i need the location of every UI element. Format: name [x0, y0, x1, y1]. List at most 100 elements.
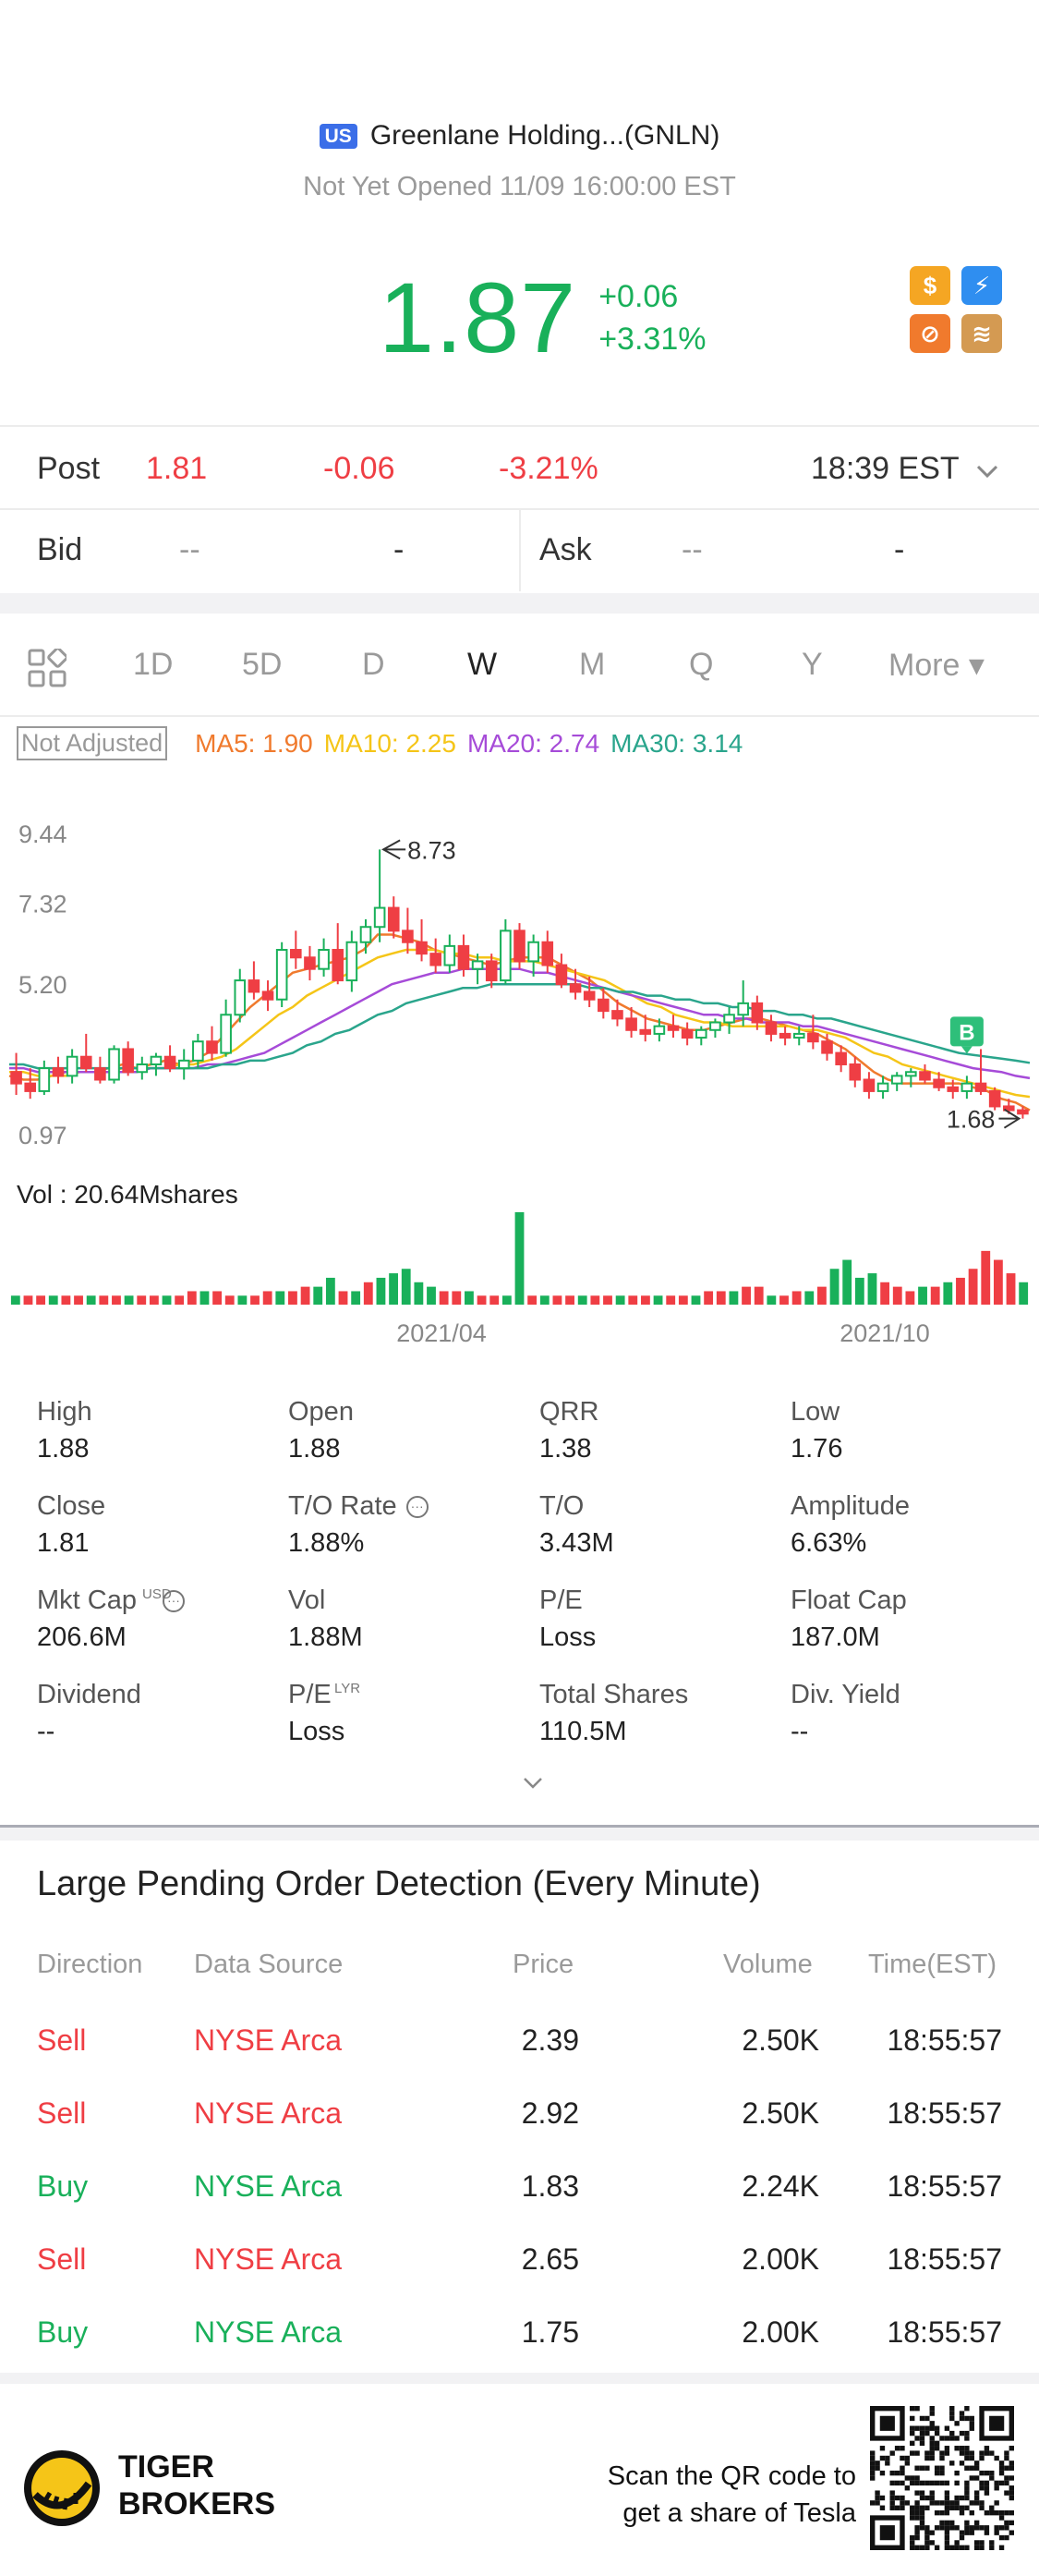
- adjust-toggle[interactable]: Not Adjusted: [17, 726, 168, 760]
- qr-module: [944, 2520, 950, 2526]
- qr-module: [894, 2480, 900, 2486]
- volume-bar: [300, 1286, 310, 1305]
- layers-icon[interactable]: ≋: [961, 314, 1002, 353]
- qr-module: [959, 2534, 965, 2541]
- tab-y[interactable]: Y: [802, 647, 823, 682]
- qr-module: [964, 2520, 970, 2526]
- volume-bar: [137, 1295, 147, 1305]
- qr-module: [894, 2446, 900, 2451]
- dollar-icon[interactable]: $: [910, 266, 950, 305]
- qr-module: [994, 2500, 999, 2506]
- order-source: NYSE Arca: [194, 2315, 343, 2349]
- lightning-icon[interactable]: ⚡: [961, 266, 1002, 305]
- qr-module: [889, 2480, 895, 2486]
- qr-module: [934, 2470, 940, 2476]
- qr-module: [919, 2520, 925, 2526]
- qr-module: [914, 2509, 920, 2516]
- order-price: 2.92: [521, 2096, 579, 2130]
- qr-module: [1009, 2509, 1014, 2516]
- candle-body: [779, 1032, 791, 1039]
- candle-body: [457, 944, 470, 970]
- feature-badges: $ ⚡ ⊘ ≋: [910, 266, 1004, 353]
- ma30-value: MA30: 3.14: [610, 728, 743, 758]
- info-icon[interactable]: ···: [162, 1590, 185, 1613]
- order-row: Sell NYSE Arca 2.65 2.00K 18:55:57: [0, 2235, 1039, 2307]
- qr-module: [984, 2490, 990, 2496]
- layout-grid-icon[interactable]: [28, 649, 66, 687]
- qr-module: [1009, 2475, 1014, 2481]
- qr-module: [924, 2425, 930, 2431]
- qr-module: [914, 2505, 920, 2510]
- candle-body: [345, 941, 358, 982]
- qr-module: [964, 2545, 970, 2550]
- qr-module: [929, 2530, 935, 2535]
- change-column: +0.06 +3.31%: [598, 275, 706, 360]
- stat-label: Total Shares: [539, 1680, 689, 1709]
- info-icon[interactable]: ···: [405, 1496, 429, 1519]
- stat-value: 187.0M: [791, 1622, 880, 1652]
- volume-label: Vol : 20.64Mshares: [17, 1180, 238, 1209]
- stat-value: 1.81: [37, 1528, 90, 1558]
- tab-more[interactable]: More ▾: [888, 648, 985, 683]
- qr-module: [949, 2436, 955, 2441]
- qr-module: [914, 2525, 920, 2531]
- tab-1d[interactable]: 1D: [133, 647, 174, 682]
- qr-finder-core: [879, 2415, 895, 2431]
- volume-bar: [477, 1295, 487, 1305]
- qr-module: [954, 2545, 960, 2550]
- tab-w[interactable]: W: [467, 647, 498, 682]
- qr-module: [914, 2545, 920, 2550]
- col-data-source: Data Source: [194, 1950, 344, 1979]
- kline-chart-svg[interactable]: 9.44 7.32 5.20 0.97 8.73 1.68 B Vol : 20.64Msha…: [0, 795, 1039, 1367]
- stat-qrr: QRR 1.38: [539, 1393, 791, 1467]
- candle-body: [835, 1051, 847, 1065]
- qr-module: [929, 2455, 935, 2461]
- order-direction: Sell: [37, 2023, 87, 2057]
- candle-body: [359, 926, 372, 943]
- qr-module: [910, 2534, 915, 2541]
- kline-chart[interactable]: 9.44 7.32 5.20 0.97 8.73 1.68 B Vol : 20.64Msha…: [0, 795, 1039, 1367]
- tab-d[interactable]: D: [362, 647, 385, 682]
- qr-module: [954, 2500, 960, 2506]
- tab-5d[interactable]: 5D: [242, 647, 283, 682]
- expand-chevron-icon[interactable]: [522, 1772, 544, 1794]
- ask-size: -: [894, 532, 905, 567]
- volume-bar: [10, 1295, 20, 1305]
- volume-bar: [401, 1269, 411, 1305]
- qr-module: [914, 2500, 920, 2506]
- chevron-down-icon[interactable]: [975, 464, 999, 479]
- qr-module: [959, 2450, 965, 2456]
- qr-module: [929, 2500, 935, 2506]
- volume-bar: [754, 1286, 764, 1305]
- qr-module: [959, 2505, 965, 2510]
- stat-pe: P/E Loss: [539, 1582, 791, 1656]
- candle-body: [863, 1078, 876, 1092]
- lyr-superscript: LYR: [334, 1681, 361, 1696]
- qr-module: [1009, 2495, 1014, 2501]
- qr-module: [904, 2485, 911, 2491]
- qr-module: [929, 2406, 935, 2412]
- qr-module: [949, 2430, 955, 2436]
- post-market-row[interactable]: Post 1.81 -0.06 -3.21% 18:39 EST: [0, 427, 1039, 510]
- qr-module: [919, 2545, 925, 2550]
- volume-bar: [615, 1295, 625, 1305]
- qr-module: [879, 2446, 886, 2451]
- qr-module: [964, 2495, 970, 2501]
- qr-module: [969, 2425, 974, 2431]
- no-short-icon[interactable]: ⊘: [910, 314, 950, 353]
- candle-body: [416, 941, 428, 955]
- qr-module: [969, 2421, 974, 2426]
- qr-code[interactable]: [870, 2406, 1014, 2550]
- qr-module: [989, 2540, 995, 2546]
- qr-module: [998, 2525, 1005, 2531]
- qr-module: [994, 2509, 999, 2516]
- tab-m[interactable]: M: [579, 647, 606, 682]
- qr-module: [969, 2465, 974, 2471]
- stat-value: 1.88: [37, 1434, 90, 1464]
- tab-q[interactable]: Q: [689, 647, 714, 682]
- stock-title-row[interactable]: US Greenlane Holding...(GNLN): [0, 120, 1039, 152]
- candle-body: [304, 956, 316, 970]
- candle-body: [876, 1082, 889, 1092]
- qr-module: [994, 2530, 999, 2535]
- volume-bar: [61, 1295, 71, 1305]
